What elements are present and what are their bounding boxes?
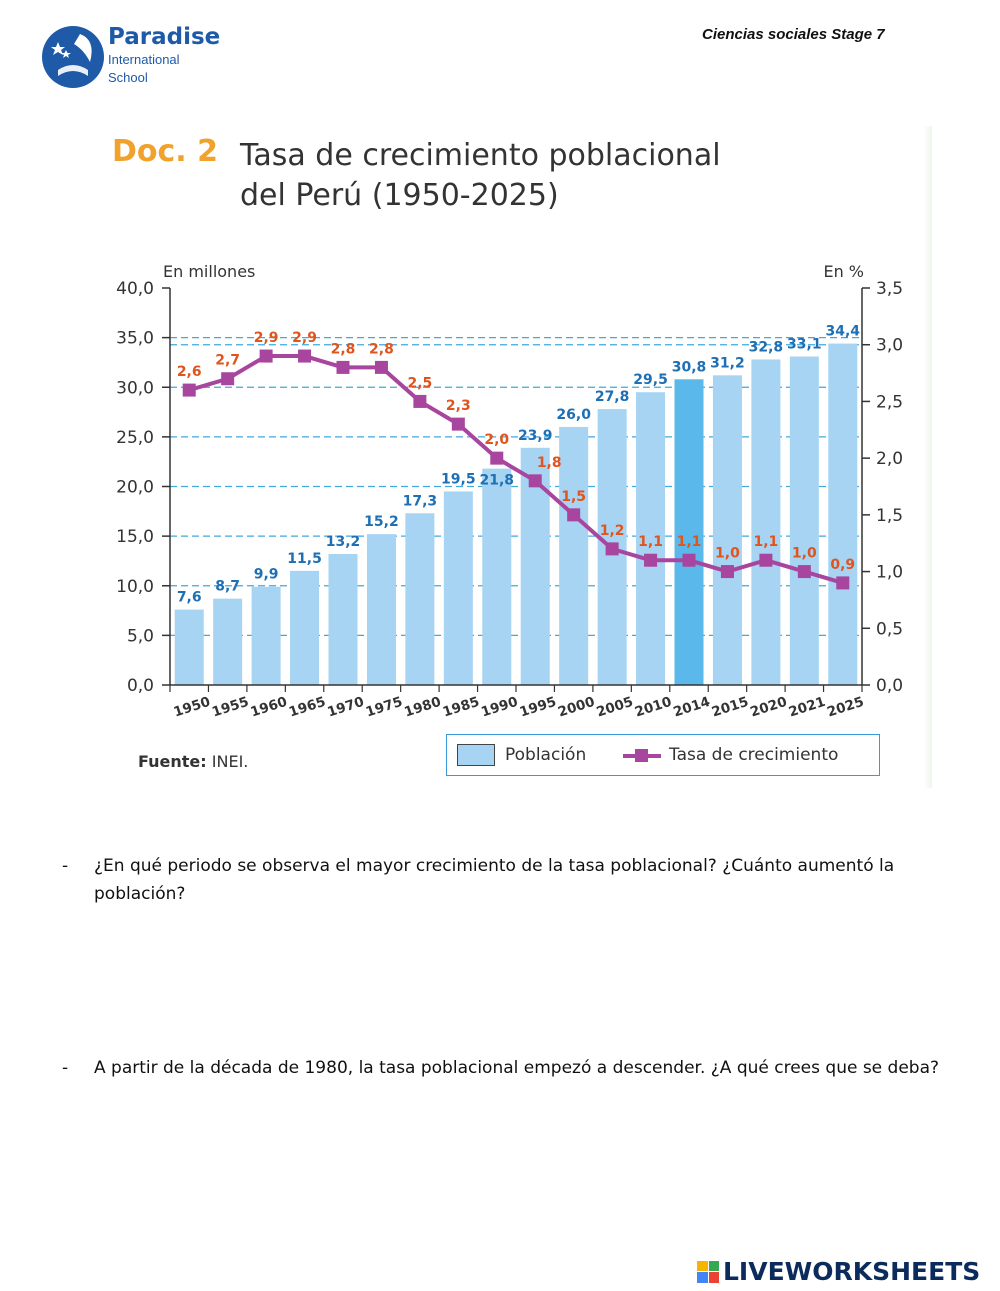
chart-legend: Población Tasa de crecimiento xyxy=(446,734,880,776)
school-subtitle-2: School xyxy=(108,70,148,85)
legend-rate-label: Tasa de crecimiento xyxy=(669,745,839,765)
question-2-text: A partir de la década de 1980, la tasa p… xyxy=(94,1058,940,1078)
school-crest-icon xyxy=(42,26,104,88)
document-title: Tasa de crecimiento poblacional del Perú… xyxy=(240,136,721,216)
liveworksheets-logo-icon xyxy=(697,1260,719,1283)
footer-brand: LIVEWORKSHEETS xyxy=(697,1257,980,1286)
question-2: - A partir de la década de 1980, la tasa… xyxy=(62,1054,952,1082)
school-logo xyxy=(40,20,240,94)
question-1: - ¿En qué periodo se observa el mayor cr… xyxy=(62,852,952,908)
school-wordmark: Paradise International School xyxy=(108,24,221,86)
source-label: Fuente: xyxy=(138,752,207,771)
question-1-dash: - xyxy=(62,856,69,876)
document-title-line-2: del Perú (1950-2025) xyxy=(240,178,559,213)
source-value: INEI. xyxy=(211,752,249,771)
document-panel xyxy=(100,126,930,788)
document-edge xyxy=(924,126,932,788)
document-title-line-1: Tasa de crecimiento poblacional xyxy=(240,138,721,173)
subject-heading: Ciencias sociales Stage 7 xyxy=(702,26,885,43)
legend-population-swatch xyxy=(457,744,495,766)
school-name: Paradise xyxy=(108,24,221,50)
question-1-text: ¿En qué periodo se observa el mayor crec… xyxy=(94,856,895,904)
school-subtitle-1: International xyxy=(108,52,180,67)
legend-rate-marker xyxy=(635,749,648,762)
document-label: Doc. 2 xyxy=(112,134,219,169)
chart-source: Fuente: INEI. xyxy=(138,752,248,771)
footer-brand-text: LIVEWORKSHEETS xyxy=(723,1257,981,1286)
legend-population-label: Población xyxy=(505,745,587,765)
question-2-dash: - xyxy=(62,1058,69,1078)
